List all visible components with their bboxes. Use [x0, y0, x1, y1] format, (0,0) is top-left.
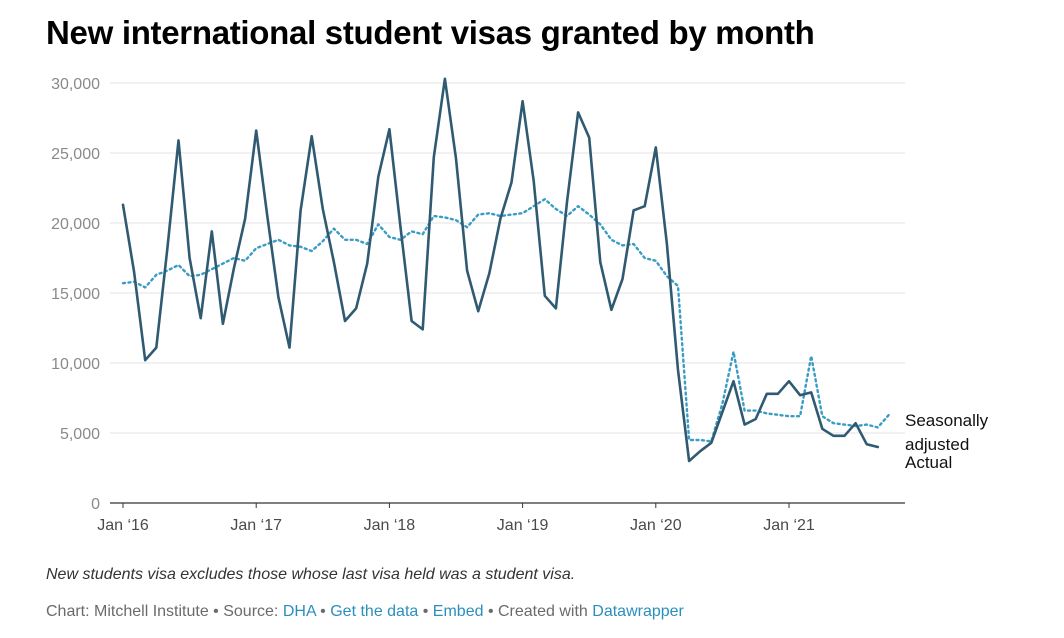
x-tick-label: Jan ‘21 — [763, 517, 815, 534]
credit-separator: • — [483, 603, 498, 620]
datawrapper-link[interactable]: Datawrapper — [592, 603, 684, 620]
y-tick-label: 10,000 — [51, 356, 100, 373]
get-data-link[interactable]: Get the data — [330, 603, 419, 620]
credit-chart-by: Chart: Mitchell Institute — [46, 603, 209, 620]
credit-separator: • — [315, 603, 331, 620]
chart-credits: Chart: Mitchell Institute • Source: DHA … — [46, 603, 684, 621]
x-tick-label: Jan ‘17 — [230, 517, 282, 534]
y-tick-label: 15,000 — [51, 286, 100, 303]
y-tick-label: 25,000 — [51, 146, 100, 163]
chart-title: New international student visas granted … — [46, 14, 815, 51]
credit-separator: • — [208, 603, 224, 620]
series-label-seasonally-adjusted: Seasonally adjusted — [905, 411, 989, 454]
series-line-actual — [121, 77, 880, 463]
series-line-seasonally-adjusted — [121, 198, 891, 443]
y-tick-label: 5,000 — [60, 426, 100, 443]
credit-source-prefix: Source: — [223, 603, 283, 620]
line-chart: 0 5,000 10,000 15,000 20,000 25,000 30,000 Jan … — [51, 76, 989, 534]
series-label-line: Seasonally — [905, 411, 989, 430]
series-label-line: adjusted — [905, 435, 969, 454]
series-label-actual: Actual — [905, 453, 952, 472]
embed-link[interactable]: Embed — [432, 603, 484, 620]
credit-created-with: Created with — [498, 603, 593, 620]
x-tick-label: Jan ‘19 — [497, 517, 549, 534]
y-tick-label: 30,000 — [51, 76, 100, 93]
chart-footnote: New students visa excludes those whose l… — [46, 566, 576, 583]
x-tick-label: Jan ‘20 — [630, 517, 682, 534]
y-tick-label: 0 — [91, 496, 100, 513]
credit-separator: • — [418, 603, 433, 620]
x-tick-label: Jan ‘18 — [364, 517, 416, 534]
source-link[interactable]: DHA — [282, 603, 316, 620]
x-tick-label: Jan ‘16 — [97, 517, 149, 534]
y-tick-label: 20,000 — [51, 216, 100, 233]
